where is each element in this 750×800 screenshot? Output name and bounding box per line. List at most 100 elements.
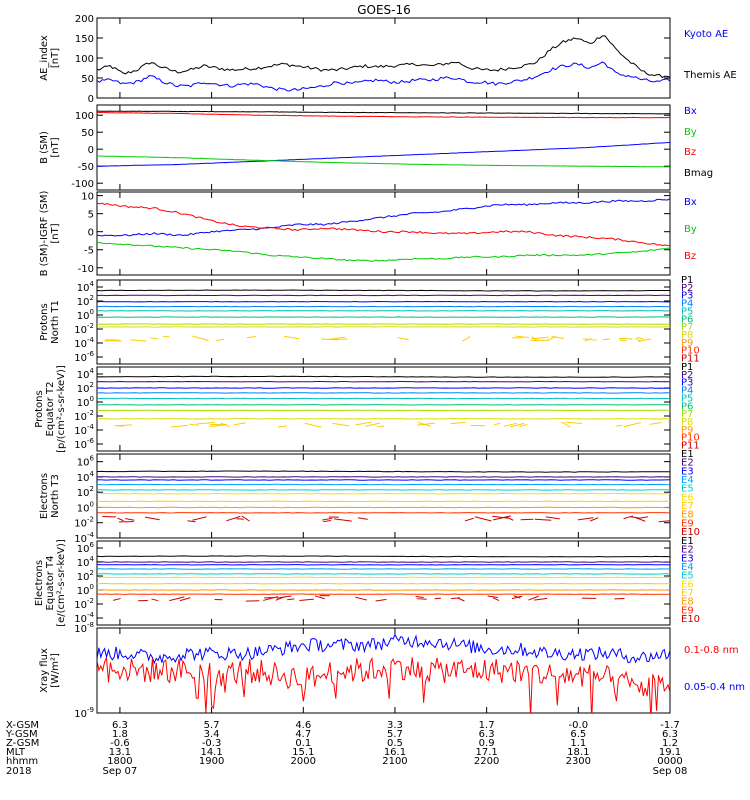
y-axis-label: [nT] — [50, 48, 61, 68]
channel-segment — [332, 422, 349, 427]
channel-segment — [551, 336, 564, 340]
panel-frame — [96, 279, 671, 365]
channel-segment — [658, 520, 670, 523]
y-tick-label: 106 — [77, 541, 95, 555]
channel-segment — [450, 597, 460, 600]
date-label-end: Sep 08 — [653, 766, 688, 777]
y-axis-label: [W/m²] — [50, 653, 61, 688]
series-line-0-05-0-4-nm — [97, 633, 670, 665]
legend-item: P9 — [681, 338, 693, 349]
channel-segment — [226, 515, 241, 522]
ephemeris-value: -0.6 — [110, 738, 130, 749]
ephemeris-value: 6.3 — [112, 720, 128, 731]
ephemeris-value: 18.1 — [567, 747, 589, 758]
y-tick-label: 100 — [77, 308, 94, 322]
legend-item: P1 — [681, 362, 693, 373]
legend-item: P8 — [681, 417, 693, 428]
channel-segment — [415, 595, 424, 598]
channel-line — [97, 500, 670, 503]
channel-segment — [504, 422, 517, 427]
channel-segment — [630, 516, 640, 519]
y-axis-label: B (SM) — [39, 131, 50, 164]
channel-segment — [416, 598, 427, 600]
legend-item: P4 — [681, 386, 693, 397]
channel-segment — [520, 518, 534, 521]
channel-segment — [434, 597, 442, 600]
channel-segment — [618, 337, 633, 340]
chart-title: GOES-16 — [357, 3, 411, 17]
channel-segment — [397, 336, 409, 341]
y-tick-label: 50 — [81, 128, 94, 139]
channel-segment — [464, 517, 474, 522]
legend-item: E10 — [681, 527, 700, 538]
ephemeris-value: -1.7 — [660, 720, 680, 731]
channel-segment — [546, 335, 557, 342]
legend-item: Bmag — [684, 168, 713, 179]
plot-area — [97, 633, 670, 713]
channel-segment — [151, 598, 159, 602]
series-line-by — [97, 155, 670, 168]
channel-segment — [196, 422, 215, 425]
y-tick-label: 10-4 — [74, 336, 94, 350]
legend-item: Bx — [684, 197, 697, 208]
ephemeris-value: 2300 — [566, 756, 591, 767]
channel-segment — [515, 335, 529, 338]
channel-segment — [170, 424, 188, 428]
y-tick-label: 10-2 — [74, 597, 94, 611]
legend-item: 0.1-0.8 nm — [684, 645, 739, 656]
ephemeris-value: 16.1 — [384, 747, 406, 758]
channel-segment — [284, 335, 300, 340]
ephemeris-value: 15.1 — [292, 747, 314, 758]
legend-item: E8 — [681, 510, 694, 521]
ephemeris-value: 1.1 — [570, 738, 586, 749]
y-tick-label: 0 — [88, 228, 94, 239]
channel-segment — [649, 422, 662, 425]
y-axis-label: North T3 — [50, 474, 61, 518]
series-line-0-1-0-8-nm — [97, 656, 670, 713]
y-tick-label: 104 — [77, 555, 95, 569]
plot-area — [97, 198, 670, 262]
ephemeris-value: 5.7 — [204, 720, 220, 731]
legend-item: P6 — [681, 401, 693, 412]
panel-frame — [96, 453, 671, 539]
channel-segment — [321, 338, 339, 341]
y-tick-label: 200 — [75, 14, 94, 25]
legend-item: P3 — [681, 291, 693, 302]
y-axis-label: B (SM)-IGRF (SM) — [39, 191, 50, 277]
y-tick-label: 10-2 — [74, 516, 94, 530]
channel-segment — [493, 515, 512, 521]
legend-item: E2 — [681, 458, 694, 469]
channel-segment — [220, 422, 230, 428]
y-tick-label: 104 — [77, 367, 95, 381]
channel-segment — [636, 336, 644, 340]
y-axis-label: North T1 — [50, 300, 61, 344]
series-line-themis-ae — [97, 35, 670, 79]
plot-area — [97, 470, 670, 523]
ephemeris-value: 2100 — [382, 756, 407, 767]
y-tick-label: 104 — [77, 280, 95, 294]
channel-segment — [263, 596, 279, 601]
channel-segment — [528, 595, 539, 601]
ephemeris-label: Z-GSM — [6, 738, 39, 749]
channel-segment — [509, 422, 525, 428]
channel-segment — [179, 597, 191, 602]
ephemeris-value: 4.6 — [295, 720, 311, 731]
legend-item: E8 — [681, 597, 694, 608]
y-tick-label: 5 — [88, 210, 94, 221]
channel-segment — [561, 421, 571, 428]
channel-segment — [669, 425, 670, 427]
panel-frame — [96, 627, 671, 714]
legend-item: P6 — [681, 314, 693, 325]
channel-segment — [519, 423, 528, 428]
y-axis-label: Electrons — [39, 473, 50, 519]
plot-area — [97, 110, 670, 168]
legend-item: By — [684, 224, 697, 235]
channel-segment — [584, 338, 592, 342]
y-tick-label: 150 — [75, 34, 94, 45]
panel-xray: 10-9 10-8 Xray flux [W/m²] 0.1-0.8 nm 0.05-0.… — [39, 621, 745, 720]
